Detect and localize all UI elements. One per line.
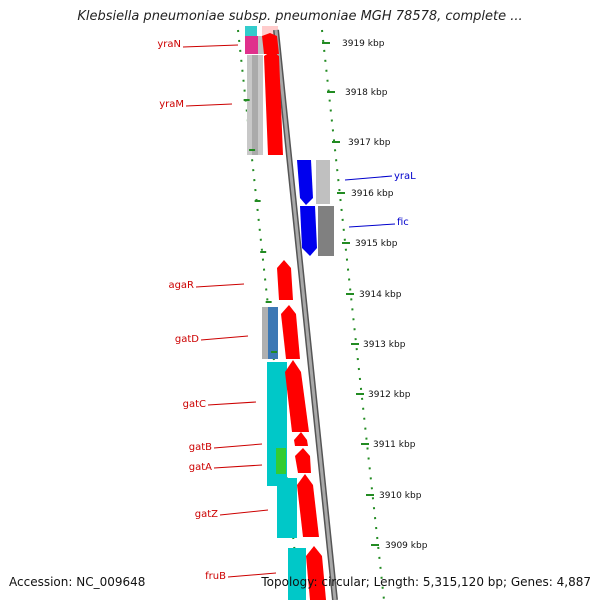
map-title: Klebsiella pneumoniae subsp. pneumoniae … — [77, 9, 523, 24]
gene-label-leader — [213, 464, 263, 469]
scale-tick-label: 3915 kbp — [355, 239, 398, 249]
scale-tick-label: 3914 kbp — [359, 290, 402, 300]
gene-label-agaR: agaR — [168, 280, 194, 291]
scale-tick-label: 3911 kbp — [373, 440, 416, 450]
gene-label-leader — [213, 443, 263, 449]
gene-arrow-gatD — [281, 305, 300, 359]
gc-content-box — [318, 206, 334, 256]
scale-tick-label: 3917 kbp — [348, 138, 391, 148]
gc-content-box — [258, 36, 264, 54]
gene-label-leader — [227, 572, 277, 578]
gc-skew-box — [268, 307, 278, 359]
scale-tick-label: 3912 kbp — [368, 390, 411, 400]
scale-tick-label: 3909 kbp — [385, 541, 428, 551]
gene-arrow-fruB — [306, 546, 326, 600]
gene-arrow-agaR — [277, 260, 293, 300]
gene-label-leader — [195, 283, 245, 288]
gene-label-gatC: gatC — [183, 399, 206, 410]
gc-box — [245, 36, 259, 54]
gene-arrow-gatC — [285, 360, 309, 432]
gene-label-leader — [182, 44, 239, 48]
accession-label: Accession: NC_009648 — [9, 575, 146, 589]
gene-arrow-gatZ — [297, 474, 319, 537]
gene-arrow-fic — [300, 206, 317, 256]
scale-tick-label: 3910 kbp — [379, 491, 422, 501]
gene-label-leader — [219, 509, 269, 516]
gene-label-yraN: yraN — [157, 39, 181, 50]
gc-content-box — [316, 160, 330, 204]
gene-labels: yraN yraM yraL fic agaR gatD gatC gatB gatA gatZ f… — [157, 39, 416, 582]
gene-label-leader — [185, 103, 233, 107]
scale-tick-label: 3918 kbp — [345, 88, 388, 98]
gene-arrow-yraL — [297, 160, 313, 205]
scale-ticks: 3919 kbp 3918 kbp 3917 kbp 3916 kbp 3915 kbp… — [243, 39, 428, 551]
gene-arrow-yraM — [264, 51, 283, 155]
backbone — [273, 29, 338, 600]
scale-tick-label: 3919 kbp — [342, 39, 385, 49]
outer-dotted-guide-right — [321, 29, 385, 600]
gene-label-leader — [207, 401, 257, 406]
backbone-line — [274, 29, 337, 600]
gene-label-yraM: yraM — [159, 99, 184, 110]
genome-summary: Topology: circular; Length: 5,315,120 bp… — [261, 575, 591, 589]
cog-box — [262, 26, 278, 36]
gc-skew-box — [245, 26, 257, 36]
gc-skew-box — [276, 448, 286, 474]
gene-label-leader — [348, 223, 396, 228]
gene-arrow-gatB — [294, 432, 308, 446]
gene-label-gatD: gatD — [175, 334, 199, 345]
gc-skew-box — [277, 478, 297, 538]
gene-label-fruB: fruB — [205, 571, 226, 582]
gc-content-box — [262, 307, 272, 359]
gene-arrows — [262, 33, 326, 600]
gene-label-leader — [200, 335, 249, 341]
gc-skew-box — [288, 548, 306, 600]
scale-tick-label: 3913 kbp — [363, 340, 406, 350]
gene-label-fic: fic — [397, 217, 409, 228]
feature-boxes — [245, 26, 334, 600]
gene-arrow-yraN — [262, 33, 279, 54]
gene-label-yraL: yraL — [394, 171, 416, 182]
gene-label-gatA: gatA — [189, 462, 212, 473]
scale-tick-label: 3916 kbp — [351, 189, 394, 199]
gene-label-gatZ: gatZ — [195, 509, 218, 520]
gene-label-leader — [344, 175, 393, 181]
gene-label-gatB: gatB — [189, 442, 212, 453]
gc-content-box — [252, 55, 258, 155]
gene-arrow-gatA — [295, 448, 311, 473]
